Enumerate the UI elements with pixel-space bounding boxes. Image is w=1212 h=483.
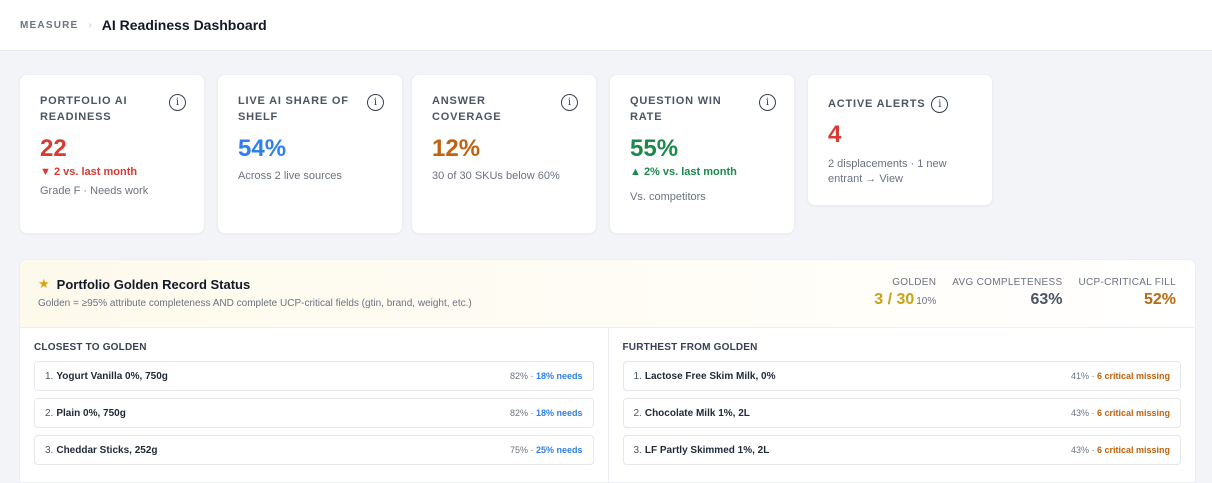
list-item-percent: 41% · xyxy=(1070,371,1097,381)
list-item-percent: 75% · xyxy=(509,445,536,455)
metric-ucp-critical-fill: UCP-CRITICAL FILL 52% xyxy=(1078,277,1176,309)
kpi-label: QUESTION WIN RATE xyxy=(630,95,722,123)
kpi-label: LIVE AI SHARE OF SHELF xyxy=(238,95,349,123)
breadcrumb-separator: › xyxy=(88,19,92,31)
kpi-subtext: Across 2 live sources xyxy=(238,170,342,182)
list-item-rank: 3. xyxy=(633,444,642,456)
info-icon[interactable]: i xyxy=(561,94,578,111)
list-item-meta: 43% · 6 critical missing xyxy=(1071,408,1170,418)
kpi-label: ANSWER COVERAGE xyxy=(432,95,502,123)
kpi-value: 22 xyxy=(40,135,67,162)
closest-to-golden-column: CLOSEST TO GOLDEN 1. Yogurt Vanilla 0%, 7… xyxy=(20,328,608,482)
page-title: AI Readiness Dashboard xyxy=(101,17,267,33)
list-item-label: Lactose Free Skim Milk, 0% xyxy=(644,370,776,382)
list-item-percent: 82% · xyxy=(509,408,536,418)
list-item-meta: 41% · 6 critical missing xyxy=(1071,371,1170,381)
furthest-from-golden-column: FURTHEST FROM GOLDEN 1. Lactose Free Skim… xyxy=(607,328,1196,482)
metric-golden: GOLDEN 3 / 30 10% xyxy=(874,277,936,309)
info-icon[interactable]: i xyxy=(759,94,776,111)
golden-count: 3 / 30 xyxy=(874,291,915,308)
kpi-label: PORTFOLIO AI READINESS xyxy=(40,95,128,123)
list-item[interactable]: 1. Lactose Free Skim Milk, 0% 41% · 6 crit… xyxy=(622,361,1181,391)
golden-record-title: ★ Portfolio Golden Record Status xyxy=(38,276,250,292)
list-item-name: 3. LF Partly Skimmed 1%, 2L xyxy=(634,445,770,456)
kpi-label: ACTIVE ALERTS xyxy=(828,98,926,110)
list-item[interactable]: 1. Yogurt Vanilla 0%, 750g 82% · 18% needs xyxy=(34,361,594,391)
info-icon[interactable]: i xyxy=(367,94,384,111)
metric-label: GOLDEN xyxy=(892,277,937,288)
kpi-value: 4 xyxy=(828,121,842,148)
list-item-rank: 2. xyxy=(45,407,54,419)
kpi-card-question-win-rate[interactable]: QUESTION WIN RATE i 55% ▲ 2% vs. last mo… xyxy=(609,74,795,234)
metric-label: AVG COMPLETENESS xyxy=(952,277,1063,288)
list-item-detail: 6 critical missing xyxy=(1096,371,1170,381)
list-item-detail: 6 critical missing xyxy=(1096,408,1170,418)
list-item-label: LF Partly Skimmed 1%, 2L xyxy=(644,444,770,456)
golden-metrics: GOLDEN 3 / 30 10% AVG COMPLETENESS 63% UC… xyxy=(858,277,1176,309)
list-item[interactable]: 2. Chocolate Milk 1%, 2L 43% · 6 critical … xyxy=(622,398,1181,428)
list-item-name: 1. Lactose Free Skim Milk, 0% xyxy=(634,371,776,382)
breadcrumb-section[interactable]: MEASURE xyxy=(20,19,79,31)
list-item-label: Chocolate Milk 1%, 2L xyxy=(644,407,750,419)
kpi-subtext: Grade F · Needs work xyxy=(40,185,149,197)
list-item-percent: 43% · xyxy=(1070,408,1097,418)
list-item-name: 2. Chocolate Milk 1%, 2L xyxy=(634,408,750,419)
list-item-rank: 2. xyxy=(633,407,642,419)
metric-value: 52% xyxy=(1143,291,1176,308)
golden-record-panel: ★ Portfolio Golden Record Status Golden … xyxy=(19,259,1196,483)
list-item-name: 2. Plain 0%, 750g xyxy=(45,408,126,419)
list-item-detail: 18% needs xyxy=(535,371,583,381)
kpi-subtext: Vs. competitors xyxy=(630,191,706,203)
kpi-trend: ▲ 2% vs. last month xyxy=(630,166,737,178)
kpi-card-ai-share-of-shelf[interactable]: LIVE AI SHARE OF SHELF i 54% Across 2 li… xyxy=(217,74,403,234)
metric-value: 63% xyxy=(1030,291,1063,308)
star-icon: ★ xyxy=(38,276,50,291)
list-item-rank: 1. xyxy=(45,370,54,382)
list-item-name: 1. Yogurt Vanilla 0%, 750g xyxy=(45,371,168,382)
list-item-meta: 82% · 18% needs xyxy=(510,408,583,418)
kpi-subtext: 30 of 30 SKUs below 60% xyxy=(432,170,560,182)
kpi-card-portfolio-readiness[interactable]: PORTFOLIO AI READINESS i 22 ▼ 2 vs. last… xyxy=(19,74,205,234)
golden-record-title-text: Portfolio Golden Record Status xyxy=(56,276,251,292)
list-item-percent: 43% · xyxy=(1070,445,1097,455)
golden-record-header: ★ Portfolio Golden Record Status Golden … xyxy=(20,260,1195,328)
kpi-card-active-alerts[interactable]: ACTIVE ALERTS i 4 2 displacements · 1 ne… xyxy=(807,74,993,206)
list-item-name: 3. Cheddar Sticks, 252g xyxy=(45,445,158,456)
kpi-subtext[interactable]: 2 displacements · 1 new entrant → View xyxy=(828,158,947,185)
golden-record-description: Golden = ≥95% attribute completeness AND… xyxy=(38,298,472,309)
kpi-value: 54% xyxy=(238,135,287,162)
list-item[interactable]: 2. Plain 0%, 750g 82% · 18% needs xyxy=(34,398,594,428)
list-item-meta: 75% · 25% needs xyxy=(510,445,583,455)
list-item-percent: 82% · xyxy=(509,371,536,381)
kpi-card-answer-coverage[interactable]: ANSWER COVERAGE i 12% 30 of 30 SKUs belo… xyxy=(411,74,597,234)
metric-avg-completeness: AVG COMPLETENESS 63% xyxy=(952,277,1062,309)
list-item-label: Plain 0%, 750g xyxy=(56,407,126,419)
golden-percent: 10% xyxy=(916,296,937,307)
list-item-detail: 25% needs xyxy=(535,445,583,455)
golden-columns: CLOSEST TO GOLDEN 1. Yogurt Vanilla 0%, 7… xyxy=(20,328,1196,482)
kpi-value: 12% xyxy=(432,135,481,162)
info-icon[interactable]: i xyxy=(931,96,949,113)
list-item-detail: 18% needs xyxy=(535,408,583,418)
closest-list: 1. Yogurt Vanilla 0%, 750g 82% · 18% needs… xyxy=(34,361,594,465)
list-item-rank: 1. xyxy=(633,370,642,382)
column-title: CLOSEST TO GOLDEN xyxy=(34,342,147,353)
top-bar: MEASURE › AI Readiness Dashboard xyxy=(0,0,1212,51)
column-title: FURTHEST FROM GOLDEN xyxy=(622,342,758,353)
list-item[interactable]: 3. Cheddar Sticks, 252g 75% · 25% needs xyxy=(34,435,594,465)
list-item-rank: 3. xyxy=(45,444,54,456)
furthest-list: 1. Lactose Free Skim Milk, 0% 41% · 6 crit… xyxy=(622,361,1181,465)
list-item-detail: 6 critical missing xyxy=(1096,445,1170,455)
list-item-label: Yogurt Vanilla 0%, 750g xyxy=(56,370,168,382)
kpi-value: 55% xyxy=(630,135,679,162)
kpi-trend: ▼ 2 vs. last month xyxy=(40,166,138,178)
list-item-label: Cheddar Sticks, 252g xyxy=(56,444,158,456)
list-item-meta: 43% · 6 critical missing xyxy=(1071,445,1170,455)
metric-value: 3 / 30 10% xyxy=(874,291,936,309)
list-item-meta: 82% · 18% needs xyxy=(510,371,583,381)
metric-label: UCP-CRITICAL FILL xyxy=(1078,277,1176,288)
info-icon[interactable]: i xyxy=(169,94,186,111)
list-item[interactable]: 3. LF Partly Skimmed 1%, 2L 43% · 6 critic… xyxy=(622,435,1181,465)
